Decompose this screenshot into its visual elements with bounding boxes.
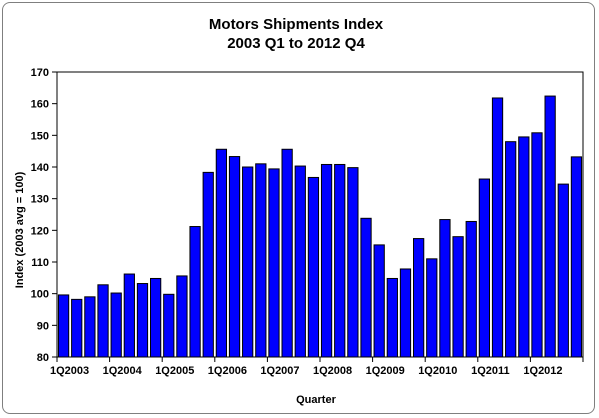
bar-2Q2007: [281, 148, 293, 358]
bar-4Q2006: [255, 163, 267, 358]
bar-4Q2007: [307, 176, 320, 358]
y-tick-label: 160: [31, 99, 49, 111]
y-tick-label: 150: [31, 130, 49, 142]
bar-3Q2003: [84, 296, 96, 358]
x-tick-label: 1Q2006: [208, 365, 247, 377]
bar-3Q2009: [399, 268, 412, 358]
y-tick-label: 80: [37, 352, 49, 364]
plot-border: [56, 71, 584, 358]
bar-2Q2006: [228, 156, 241, 358]
chart-title: Motors Shipments Index: [209, 16, 384, 33]
bar-1Q2009: [373, 244, 385, 358]
bar-4Q2005: [202, 171, 214, 358]
y-tick-label: 100: [31, 289, 49, 301]
x-tick-label: 1Q2004: [103, 365, 143, 377]
x-tick-label: 1Q2005: [155, 365, 194, 377]
x-tick-label: 1Q2007: [260, 365, 299, 377]
x-tick-label: 1Q2008: [313, 365, 352, 377]
bar-1Q2011: [478, 178, 491, 358]
y-tick-label: 140: [31, 162, 49, 174]
motors-shipments-chart: Motors Shipments Index 2003 Q1 to 2012 Q…: [14, 16, 584, 406]
y-tick-label: 110: [31, 257, 49, 269]
bar-1Q2004: [110, 292, 122, 358]
bar-4Q2010: [465, 220, 477, 358]
bar-2Q2008: [334, 163, 346, 358]
bar-4Q2003: [97, 284, 109, 358]
bar-3Q2012: [557, 183, 569, 358]
bar-2Q2011: [491, 97, 504, 358]
bar-2Q2009: [386, 277, 398, 358]
x-tick-label: 1Q2010: [418, 365, 457, 377]
bar-4Q2004: [150, 277, 162, 358]
bar-1Q2003: [57, 294, 70, 358]
bar-2Q2005: [176, 275, 188, 358]
bar-3Q2010: [452, 236, 464, 358]
bar-2Q2004: [123, 273, 135, 358]
bar-1Q2012: [531, 132, 543, 358]
x-tick-label: 1Q2003: [50, 365, 89, 377]
bar-1Q2010: [426, 258, 438, 358]
bar-3Q2007: [294, 165, 306, 358]
bar-1Q2007: [268, 168, 280, 358]
bar-2Q2012: [544, 95, 556, 358]
y-axis-label: Index (2003 avg = 100): [14, 171, 26, 288]
bar-3Q2004: [136, 283, 149, 358]
chart-frame: Motors Shipments Index 2003 Q1 to 2012 Q…: [2, 2, 595, 414]
bar-4Q2012: [570, 156, 583, 358]
x-tick-label: 1Q2011: [471, 365, 510, 377]
bar-1Q2005: [163, 293, 175, 358]
bar-3Q2011: [505, 141, 517, 358]
x-tick-label: 1Q2012: [523, 365, 562, 377]
bar-1Q2006: [215, 148, 228, 358]
bar-4Q2009: [413, 238, 425, 358]
chart-subtitle: 2003 Q1 to 2012 Q4: [227, 35, 365, 52]
bar-2Q2010: [439, 219, 451, 358]
bar-2Q2003: [71, 298, 83, 358]
x-tick-label: 1Q2009: [366, 365, 405, 377]
y-tick-label: 120: [31, 225, 49, 237]
plot-area: 80 90 100 110 120 130 140 150 160 170 1Q2003 1Q2004…: [31, 67, 584, 377]
bar-4Q2011: [518, 136, 530, 358]
y-tick-label: 130: [31, 194, 49, 206]
x-axis-label: Quarter: [296, 394, 336, 406]
bar-3Q2005: [189, 226, 201, 358]
y-tick-label: 90: [37, 320, 49, 332]
y-tick-label: 170: [31, 67, 49, 79]
bar-3Q2008: [347, 167, 359, 358]
bar-1Q2008: [320, 163, 333, 358]
bar-4Q2008: [360, 217, 372, 358]
bar-3Q2006: [242, 166, 254, 358]
